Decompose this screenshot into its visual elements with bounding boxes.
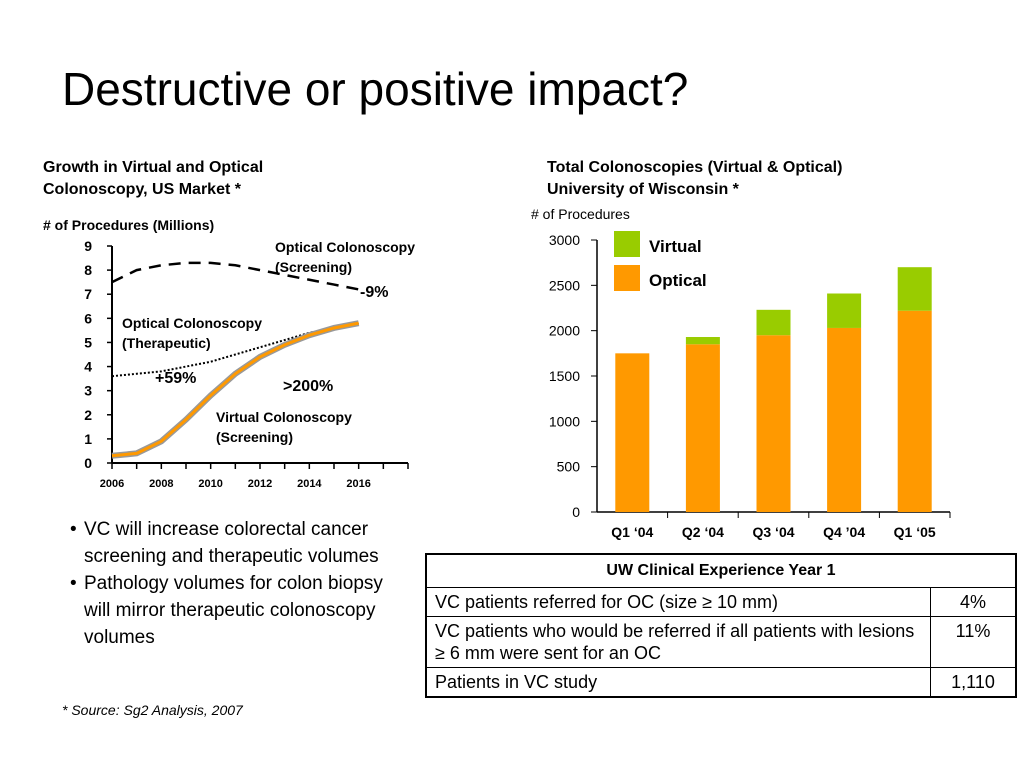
y-tick-label: 8 xyxy=(84,262,92,278)
right-chart-unit-label: # of Procedures xyxy=(531,206,630,222)
left-chart-series xyxy=(111,261,360,459)
y-tick-label: 6 xyxy=(84,310,92,326)
y-tick-label: 0 xyxy=(572,504,580,520)
x-tick-label: Q3 ‘04 xyxy=(752,524,794,540)
vc-screening-label-line1: Virtual Colonoscopy xyxy=(216,409,352,425)
x-tick-label: 2012 xyxy=(248,478,272,490)
y-tick-label: 2000 xyxy=(549,323,580,339)
legend-label-optical: Optical xyxy=(649,271,707,290)
left-chart-title: Growth in Virtual and Optical Colonoscop… xyxy=(43,157,263,201)
x-tick-label: 2010 xyxy=(198,478,222,490)
bullet-list: VC will increase colorectal cancer scree… xyxy=(70,516,400,651)
slide-title: Destructive or positive impact? xyxy=(62,63,689,115)
bar-virtual xyxy=(685,337,720,345)
bar-optical xyxy=(685,344,720,512)
y-tick-label: 1500 xyxy=(549,368,580,384)
right-chart-title: Total Colonoscopies (Virtual & Optical) … xyxy=(547,157,842,201)
oc-therapeutic-label-line2: (Therapeutic) xyxy=(122,335,211,351)
vc-screening-line xyxy=(111,321,359,458)
oc-therapeutic-line xyxy=(111,322,359,378)
x-tick-label: Q1 ‘04 xyxy=(611,524,653,540)
table-row: VC patients referred for OC (size ≥ 10 m… xyxy=(425,587,1017,617)
x-tick-label: Q1 ‘05 xyxy=(894,524,936,540)
y-tick-label: 500 xyxy=(557,459,581,475)
y-tick-label: 7 xyxy=(84,286,92,302)
oc-screening-change: -9% xyxy=(360,284,388,301)
vc-screening-label-line2: (Screening) xyxy=(216,429,293,445)
right-chart-axes: 0 500 1000 1500 2000 2500 3000 Q1 ‘04 Q2 ‘04 Q3 ‘… xyxy=(549,232,951,540)
table-row-label: Patients in VC study xyxy=(425,667,931,698)
bullet-item: VC will increase colorectal cancer scree… xyxy=(70,516,400,570)
right-chart-title-line2: University of Wisconsin * xyxy=(547,181,739,198)
legend-swatch-optical xyxy=(614,265,640,291)
bar-virtual xyxy=(756,309,791,336)
y-tick-label: 9 xyxy=(84,238,92,254)
x-tick-label: Q2 ‘04 xyxy=(682,524,724,540)
y-tick-label: 5 xyxy=(84,334,92,350)
y-tick-label: 0 xyxy=(84,455,92,471)
y-tick-label: 2500 xyxy=(549,277,580,293)
bar-optical xyxy=(615,353,650,512)
y-tick-label: 3 xyxy=(84,383,92,399)
right-chart-legend: Virtual Optical xyxy=(614,231,707,291)
table-row-label: VC patients who would be referred if all… xyxy=(425,616,931,668)
y-tick-label: 3000 xyxy=(549,232,580,248)
table-row-value: 1,110 xyxy=(930,667,1017,698)
x-tick-label: 2014 xyxy=(297,478,322,490)
left-chart-title-line1: Growth in Virtual and Optical xyxy=(43,159,264,176)
legend-label-virtual: Virtual xyxy=(649,237,702,256)
table-row: VC patients who would be referred if all… xyxy=(425,616,1017,668)
x-tick-label: Q4 ’04 xyxy=(823,524,865,540)
uw-clinical-table: UW Clinical Experience Year 1 VC patient… xyxy=(425,553,1017,698)
oc-screening-line xyxy=(111,261,359,291)
x-tick-label: 2016 xyxy=(346,478,370,490)
source-note: * Source: Sg2 Analysis, 2007 xyxy=(62,702,243,718)
y-tick-label: 1 xyxy=(84,431,92,447)
x-tick-label: 2008 xyxy=(149,478,173,490)
table-row-value: 11% xyxy=(930,616,1017,668)
bar-optical xyxy=(756,335,791,512)
table-row-label: VC patients referred for OC (size ≥ 10 m… xyxy=(425,587,931,617)
bar-virtual xyxy=(827,293,862,328)
left-chart-title-line2: Colonoscopy, US Market * xyxy=(43,181,241,198)
table-row: Patients in VC study 1,110 xyxy=(425,667,1017,698)
bar-optical xyxy=(897,310,932,512)
bar-virtual xyxy=(897,267,932,311)
right-chart-title-line1: Total Colonoscopies (Virtual & Optical) xyxy=(547,159,843,176)
oc-therapeutic-change: +59% xyxy=(155,370,196,387)
x-tick-label: 2006 xyxy=(100,478,124,490)
table-row-value: 4% xyxy=(930,587,1017,617)
left-chart-unit-label: # of Procedures (Millions) xyxy=(43,217,215,233)
right-chart-bars xyxy=(615,267,932,512)
left-chart-axes: 0 1 2 3 4 5 6 7 8 9 2006 2008 2010 2012 2014 2016 xyxy=(84,238,409,490)
oc-therapeutic-label-line1: Optical Colonoscopy xyxy=(122,315,262,331)
bullet-item: Pathology volumes for colon biopsy will … xyxy=(70,570,400,651)
bar-optical xyxy=(827,327,862,512)
y-tick-label: 1000 xyxy=(549,413,580,429)
vc-screening-change: >200% xyxy=(283,378,333,395)
y-tick-label: 4 xyxy=(84,359,92,375)
oc-screening-label-line1: Optical Colonoscopy xyxy=(275,239,415,255)
oc-screening-label-line2: (Screening) xyxy=(275,259,352,275)
y-tick-label: 2 xyxy=(84,407,92,423)
legend-swatch-virtual xyxy=(614,231,640,257)
table-header: UW Clinical Experience Year 1 xyxy=(425,553,1017,588)
table-header-row: UW Clinical Experience Year 1 xyxy=(425,553,1017,588)
